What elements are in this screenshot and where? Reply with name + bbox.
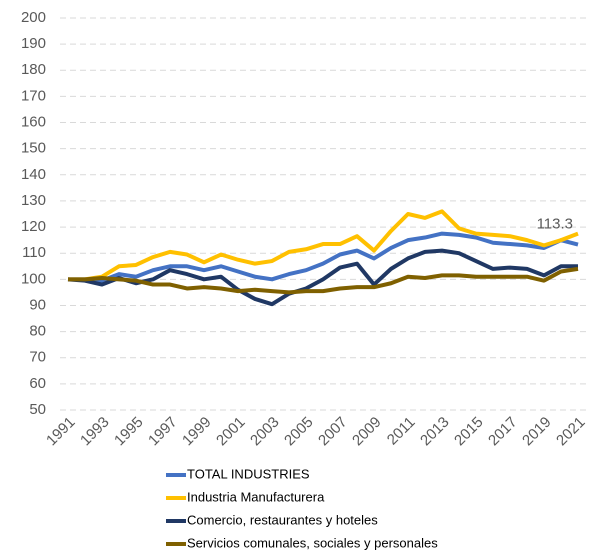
series-line: [68, 209, 579, 282]
x-tick-label: 1991: [43, 414, 79, 450]
y-tick-label: 60: [29, 375, 46, 392]
y-tick-label: 70: [29, 349, 46, 366]
x-tick-label: 2003: [247, 414, 283, 450]
y-tick-label: 170: [21, 87, 46, 104]
legend-label: Industria Manufacturera: [187, 489, 325, 504]
series-line: [68, 231, 579, 283]
y-tick-label: 120: [21, 218, 46, 235]
series-line: [67, 248, 578, 307]
y-tick-label: 180: [21, 61, 46, 78]
y-tick-label: 130: [21, 192, 46, 209]
x-tick-label: 1993: [77, 414, 113, 450]
y-tick-label: 160: [21, 114, 46, 131]
x-tick-label: 1999: [179, 414, 215, 450]
x-tick-label: 2021: [553, 414, 589, 450]
y-tick-label: 150: [21, 140, 46, 157]
x-tick-label: 2005: [281, 414, 317, 450]
y-tick-label: 50: [29, 401, 46, 418]
y-tick-label: 80: [29, 323, 46, 340]
x-tick-label: 2007: [315, 414, 351, 450]
x-tick-label: 2019: [519, 414, 555, 450]
y-tick-label: 90: [29, 296, 46, 313]
x-tick-label: 2011: [384, 414, 419, 449]
x-tick-label: 2015: [451, 414, 487, 450]
x-tick-label: 2009: [349, 414, 385, 450]
y-tick-label: 190: [21, 35, 46, 52]
x-tick-label: 1997: [145, 414, 181, 450]
y-tick-label: 200: [21, 9, 46, 26]
y-tick-label: 140: [21, 166, 46, 183]
series-line: [68, 266, 579, 295]
x-tick-label: 2013: [417, 414, 453, 450]
x-tick-label: 1995: [111, 414, 147, 450]
data-label: 113.3: [537, 216, 573, 233]
legend-label: TOTAL INDUSTRIES: [187, 466, 310, 481]
x-tick-label: 2017: [485, 414, 521, 450]
legend-label: Comercio, restaurantes y hoteles: [187, 512, 378, 527]
x-tick-label: 2001: [213, 414, 249, 450]
y-tick-label: 100: [21, 270, 46, 287]
y-tick-label: 110: [22, 244, 46, 261]
legend-label: Servicios comunales, sociales y personal…: [187, 535, 438, 550]
